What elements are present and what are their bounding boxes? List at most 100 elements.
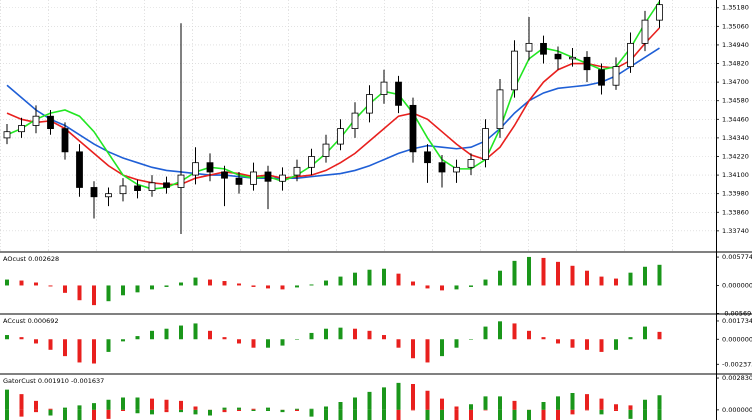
gator-bar <box>425 390 430 410</box>
histogram-bar <box>63 285 67 293</box>
histogram-bar <box>367 330 372 340</box>
gator-bar <box>628 405 633 410</box>
y-tick-label: 1.33980 <box>722 190 749 198</box>
y-tick-label: 0.005774 <box>722 253 752 261</box>
gator-bar <box>585 394 589 410</box>
gator-bar <box>353 397 357 410</box>
gator-bar <box>77 405 82 410</box>
candle-body <box>482 128 489 160</box>
gator-bar <box>222 409 227 413</box>
histogram-bar <box>396 273 401 286</box>
gator-bar <box>469 404 473 410</box>
gator-bar <box>541 409 546 420</box>
histogram-bar <box>92 285 96 306</box>
histogram-bar <box>164 285 169 287</box>
histogram-bar <box>222 281 227 286</box>
gator-bar <box>440 398 444 410</box>
gator-bar <box>367 391 372 410</box>
candle-body <box>76 151 83 188</box>
histogram-bar <box>657 264 662 286</box>
candle-body <box>206 162 214 173</box>
candle-body <box>105 193 112 198</box>
histogram-bar <box>469 285 473 287</box>
candle-body <box>177 174 185 188</box>
histogram-bar <box>512 260 517 286</box>
candle-body <box>32 115 40 126</box>
histogram-bar <box>338 327 343 340</box>
histogram-bar <box>77 285 82 301</box>
y-tick-label: 1.34100 <box>722 171 749 179</box>
histogram-bar <box>425 285 430 289</box>
gator-bar <box>599 409 604 415</box>
gator-bar <box>237 407 241 410</box>
histogram-bar <box>48 339 53 350</box>
candle-body <box>90 187 98 198</box>
histogram-bar <box>614 339 618 350</box>
histogram-bar <box>382 268 386 286</box>
histogram-bar <box>92 339 96 364</box>
gator-bar <box>5 409 9 420</box>
candle-body <box>163 182 170 188</box>
candle-body <box>264 171 272 182</box>
histogram-bar <box>599 339 604 352</box>
gator-bar <box>280 409 285 413</box>
candle-body <box>351 112 359 129</box>
histogram-bar <box>222 337 227 340</box>
gator-bar <box>353 409 357 420</box>
gator-bar <box>527 409 531 420</box>
gator-bar <box>498 409 502 420</box>
candle-body <box>438 162 446 173</box>
y-tick-label: -0.0023733 <box>722 360 752 368</box>
gator-bar <box>34 400 38 410</box>
histogram-bar <box>541 337 546 340</box>
gator-bar <box>556 396 560 410</box>
histogram-bar <box>266 285 270 289</box>
gator-bar <box>121 397 125 410</box>
histogram-bar <box>34 339 38 344</box>
histogram-bar <box>208 330 212 340</box>
y-tick-label: 0.000000 <box>722 281 752 289</box>
gator-bar <box>150 398 154 410</box>
histogram-bar <box>353 272 357 286</box>
histogram-bar <box>179 282 183 286</box>
gator-bar <box>5 389 9 410</box>
histogram-bar <box>208 279 212 286</box>
gator-bar <box>367 409 372 420</box>
histogram-bar <box>150 285 154 290</box>
candle-body <box>119 185 127 195</box>
histogram-bar <box>135 285 140 293</box>
gator-bar <box>643 399 647 410</box>
histogram-bar <box>585 270 589 286</box>
histogram-bar <box>150 330 154 340</box>
histogram-bar <box>106 339 111 352</box>
histogram-bar <box>266 339 270 348</box>
histogram-bar <box>324 280 328 286</box>
candle-body <box>569 56 576 60</box>
histogram-bar <box>121 339 125 342</box>
candle-body <box>656 4 663 21</box>
y-tick-label: 0.0017347 <box>722 317 752 325</box>
y-tick-label: 0.002830 <box>722 374 752 382</box>
gator-bar <box>454 406 459 410</box>
histogram-bar <box>280 339 285 346</box>
gator-bar <box>396 409 401 420</box>
histogram-bar <box>454 339 459 348</box>
histogram-bar <box>121 285 125 296</box>
candle-body <box>322 143 330 157</box>
gator-bar <box>657 395 662 410</box>
gator-bar <box>512 400 517 410</box>
histogram-bar <box>628 272 633 286</box>
alligator-line <box>6 27 661 186</box>
gator-bar <box>63 409 67 420</box>
indicator-title: AOcust 0.002628 <box>3 255 59 263</box>
gator-bar <box>454 409 459 420</box>
y-tick-label: 1.34220 <box>722 152 749 160</box>
gator-bar <box>106 409 111 419</box>
gator-bar <box>614 404 618 410</box>
gator-bar <box>179 400 183 410</box>
gator-bar <box>425 409 430 420</box>
gator-bar <box>121 409 125 411</box>
gator-bar <box>324 409 328 420</box>
gator-bar <box>599 398 604 410</box>
gator-bar <box>643 409 647 420</box>
